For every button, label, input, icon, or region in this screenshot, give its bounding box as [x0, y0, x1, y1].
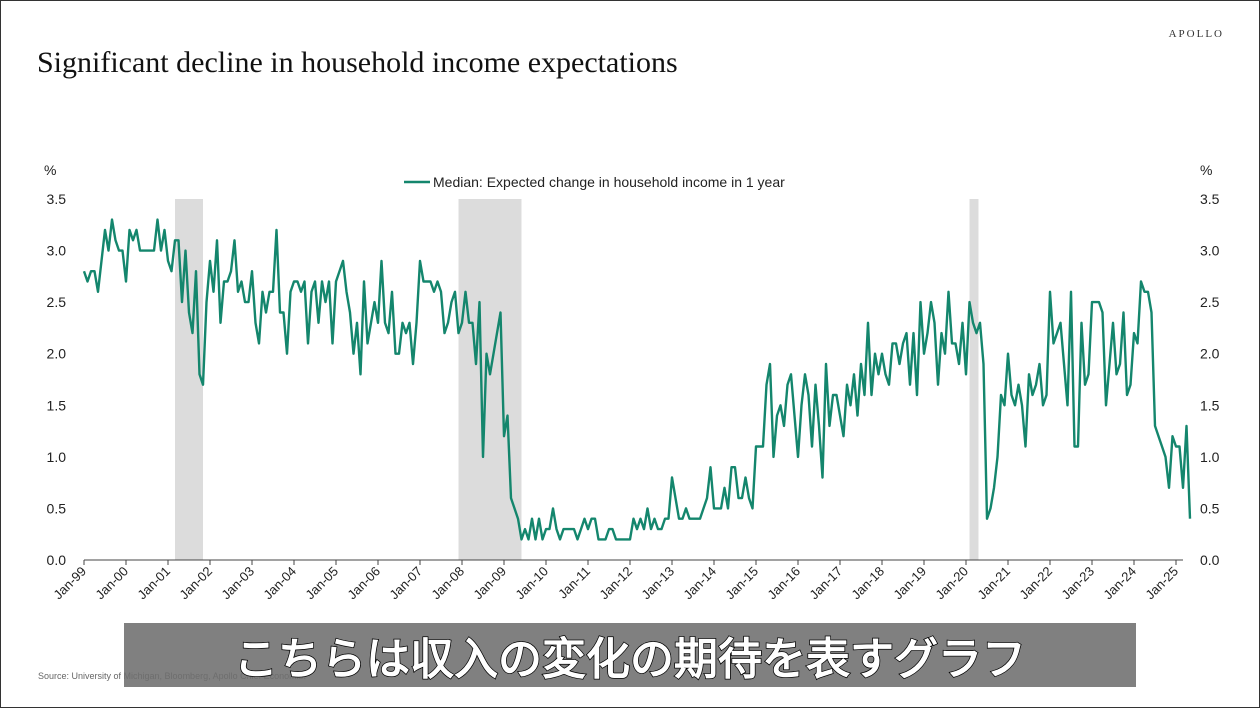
y-tick-label-left: 2.0 — [47, 346, 67, 362]
x-tick-label: Jan-18 — [848, 564, 887, 603]
right-axis-unit: % — [1200, 162, 1212, 178]
y-tick-label-right: 2.0 — [1200, 346, 1220, 362]
x-tick-label: Jan-16 — [764, 564, 803, 603]
series-line-1 — [82, 218, 1192, 541]
x-tick-label: Jan-21 — [974, 564, 1013, 603]
y-tick-label-left: 1.5 — [47, 397, 67, 413]
series-group — [82, 218, 1192, 541]
x-tick-label: Jan-12 — [596, 564, 635, 603]
x-tick-label: Jan-03 — [218, 564, 257, 603]
y-tick-label-left: 0.0 — [47, 552, 67, 568]
x-tick-label: Jan-07 — [386, 564, 425, 603]
x-tick-label: Jan-15 — [722, 564, 761, 603]
left-axis-unit: % — [44, 162, 56, 178]
x-tick-label: Jan-00 — [92, 564, 131, 603]
y-tick-label-right: 0.0 — [1200, 552, 1220, 568]
x-tick-label: Jan-08 — [428, 564, 467, 603]
video-subtitle: こちらは収入の変化の期待を表すグラフ — [124, 623, 1136, 687]
chart-title: Significant decline in household income … — [37, 46, 678, 79]
x-tick-label: Jan-10 — [512, 564, 551, 603]
x-tick-label: Jan-25 — [1142, 564, 1181, 603]
right-y-tick-labels: 0.0 0.5 1.0 1.5 2.0 2.5 3.0 3.5 — [1200, 191, 1220, 568]
y-tick-label-left: 1.0 — [47, 449, 67, 465]
left-y-tick-labels: 0.0 0.5 1.0 1.5 2.0 2.5 3.0 3.5 — [47, 191, 67, 568]
x-tick-label: Jan-14 — [680, 564, 719, 603]
y-tick-label-right: 1.0 — [1200, 449, 1220, 465]
x-tick-label: Jan-02 — [176, 564, 215, 603]
y-tick-label-right: 1.5 — [1200, 397, 1220, 413]
x-tick-label: Jan-99 — [50, 564, 89, 603]
x-tick-label: Jan-20 — [932, 564, 971, 603]
y-tick-label-right: 3.5 — [1200, 191, 1220, 207]
x-tick-labels: Jan-99 Jan-00 Jan-01 Jan-02 Jan-03 Jan-04 Jan-… — [50, 564, 1181, 603]
legend-label: Median: Expected change in household inc… — [433, 174, 785, 190]
axes — [83, 559, 1183, 565]
recession-band-2 — [458, 199, 522, 560]
x-tick-label: Jan-09 — [470, 564, 509, 603]
x-tick-label: Jan-04 — [260, 564, 299, 603]
y-tick-label-left: 3.5 — [47, 191, 67, 207]
y-tick-label-left: 0.5 — [47, 500, 67, 516]
recession-bands — [175, 199, 979, 560]
x-tick-label: Jan-01 — [134, 564, 173, 603]
x-tick-label: Jan-06 — [344, 564, 383, 603]
y-tick-label-right: 0.5 — [1200, 500, 1220, 516]
x-tick-label: Jan-22 — [1016, 564, 1055, 603]
x-tick-label: Jan-13 — [638, 564, 677, 603]
brand-logo: APOLLO — [1168, 28, 1224, 40]
x-tick-label: Jan-23 — [1058, 564, 1097, 603]
x-tick-label: Jan-19 — [890, 564, 929, 603]
y-tick-label-right: 2.5 — [1200, 294, 1220, 310]
x-tick-label: Jan-05 — [302, 564, 341, 603]
x-tick-label: Jan-11 — [555, 564, 593, 602]
legend: Median: Expected change in household inc… — [404, 174, 785, 190]
x-tick-label: Jan-24 — [1100, 564, 1139, 603]
recession-band-3 — [969, 199, 979, 560]
x-tick-label: Jan-17 — [806, 564, 845, 603]
y-tick-label-right: 3.0 — [1200, 243, 1220, 259]
y-tick-label-left: 2.5 — [47, 294, 67, 310]
y-tick-label-left: 3.0 — [47, 243, 67, 259]
